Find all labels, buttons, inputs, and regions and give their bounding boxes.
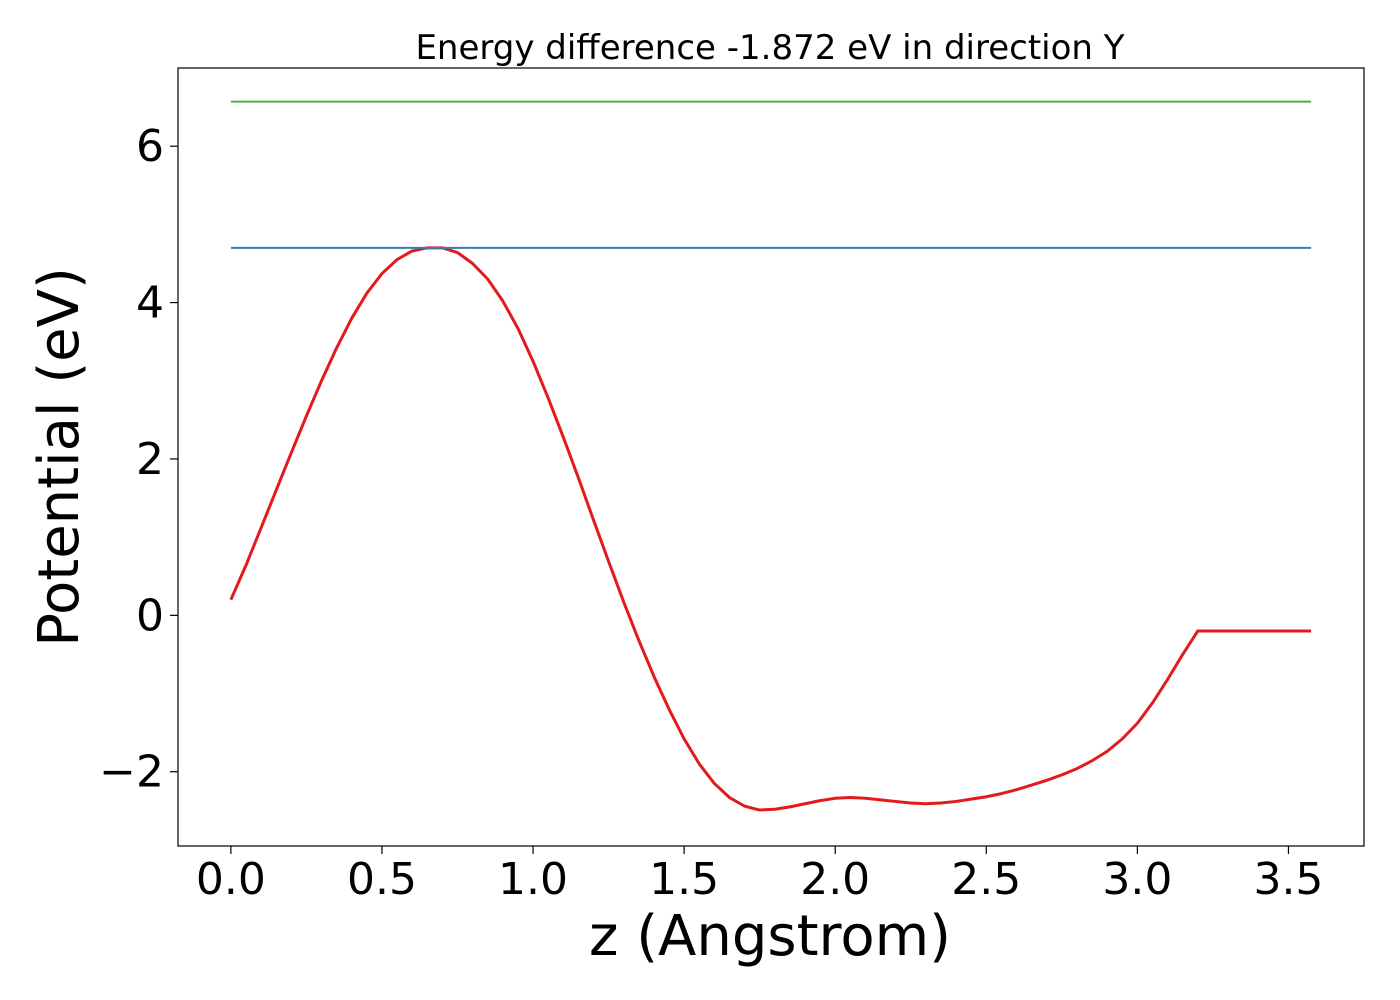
- x-tick-label: 3.0: [1102, 854, 1172, 905]
- x-tick-label: 3.5: [1253, 854, 1323, 905]
- y-tick-label: 2: [136, 434, 164, 485]
- x-tick-label: 1.5: [649, 854, 719, 905]
- x-tick-label: 1.0: [498, 854, 568, 905]
- series-layer: [229, 100, 1312, 812]
- y-tick-label: 4: [136, 278, 164, 329]
- x-axis-label: z (Angstrom): [589, 904, 951, 969]
- x-tick-label: 2.5: [951, 854, 1021, 905]
- y-tick-label: −2: [99, 747, 164, 798]
- y-tick-label: 6: [136, 121, 164, 172]
- plot-frame: [177, 67, 1365, 847]
- x-tick-label: 2.0: [800, 854, 870, 905]
- series-line-0: [229, 246, 1312, 812]
- x-tick-label: 0.0: [196, 854, 266, 905]
- y-axis-ticks: −2 0 2 4 6: [99, 121, 178, 798]
- y-axis-label: Potential (eV): [27, 267, 92, 647]
- x-tick-label: 0.5: [347, 854, 417, 905]
- chart-title: Energy difference -1.872 eV in direction…: [415, 28, 1124, 68]
- x-axis-ticks: 0.0 0.5 1.0 1.5 2.0 2.5 3.0 3.5: [196, 846, 1323, 905]
- y-tick-label: 0: [136, 590, 164, 641]
